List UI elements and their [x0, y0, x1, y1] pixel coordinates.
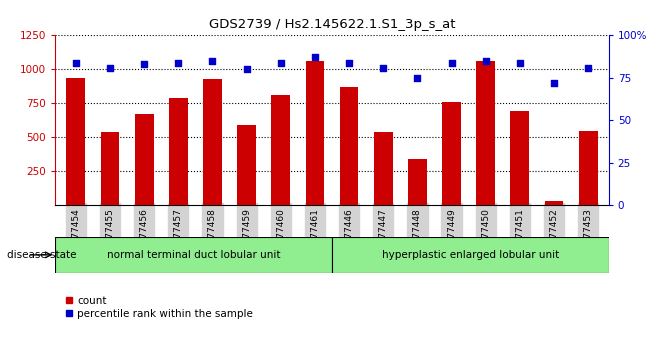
Point — [549, 80, 559, 86]
Bar — [66, 78, 85, 205]
Bar — [545, 201, 563, 205]
Point — [139, 62, 149, 67]
Point — [275, 60, 286, 65]
Point — [242, 67, 252, 72]
Bar — [374, 132, 393, 205]
Text: normal terminal duct lobular unit: normal terminal duct lobular unit — [107, 250, 281, 260]
Text: hyperplastic enlarged lobular unit: hyperplastic enlarged lobular unit — [381, 250, 559, 260]
Point — [105, 65, 115, 70]
Bar — [237, 125, 256, 205]
Point — [70, 60, 81, 65]
Bar — [169, 98, 187, 205]
Point — [310, 55, 320, 60]
Point — [207, 58, 217, 64]
Bar — [442, 102, 461, 205]
Bar — [135, 114, 154, 205]
Text: disease state: disease state — [7, 250, 76, 260]
Title: GDS2739 / Hs2.145622.1.S1_3p_s_at: GDS2739 / Hs2.145622.1.S1_3p_s_at — [209, 18, 455, 32]
Point — [583, 65, 594, 70]
Point — [447, 60, 457, 65]
Bar — [477, 61, 495, 205]
Bar — [340, 87, 359, 205]
Point — [378, 65, 389, 70]
Point — [515, 60, 525, 65]
Bar — [332, 237, 609, 273]
Bar — [101, 132, 119, 205]
Legend: count, percentile rank within the sample: count, percentile rank within the sample — [61, 292, 257, 324]
Bar — [305, 61, 324, 205]
Bar — [510, 111, 529, 205]
Point — [480, 58, 491, 64]
Bar — [55, 237, 332, 273]
Point — [344, 60, 354, 65]
Bar — [203, 79, 222, 205]
Point — [412, 75, 422, 81]
Bar — [271, 95, 290, 205]
Bar — [579, 131, 598, 205]
Point — [173, 60, 184, 65]
Bar — [408, 159, 427, 205]
